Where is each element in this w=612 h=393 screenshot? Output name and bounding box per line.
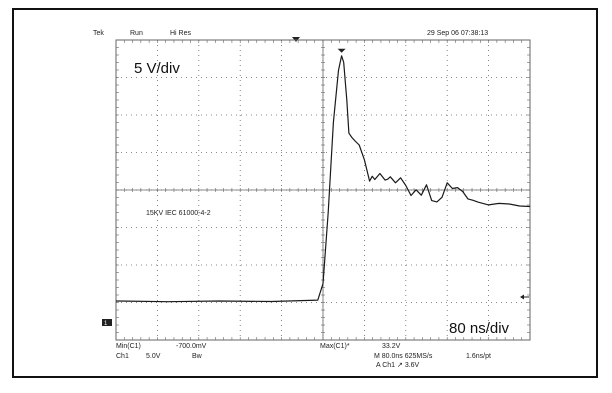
bandwidth-limit-indicator: Bw xyxy=(192,353,203,360)
brand-label: Tek xyxy=(93,30,104,37)
channel-label: Ch1 xyxy=(116,353,129,360)
channel-scale: 5.0V xyxy=(146,353,161,360)
ground-marker-label: 1 xyxy=(104,321,108,327)
max-measurement-value: 33.2V xyxy=(382,343,401,350)
min-measurement-label: Min(C1) xyxy=(116,343,141,350)
max-measurement-label: Max(C1)* xyxy=(320,343,350,350)
ground-level-marker: 1 xyxy=(102,319,112,327)
acquisition-mode: Hi Res xyxy=(170,30,192,37)
trigger-readout: A Ch1 ↗ 3.6V xyxy=(376,362,420,369)
max-cursor-marker xyxy=(337,48,346,53)
timestamp: 29 Sep 06 07:38:13 xyxy=(427,30,488,37)
trigger-level-arrow xyxy=(520,294,529,300)
horizontal-scale-annotation: 80 ns/div xyxy=(449,320,510,337)
vertical-scale-annotation: 5 V/div xyxy=(134,60,180,77)
resolution-readout: 1.6ns/pt xyxy=(466,353,491,360)
graticule xyxy=(115,39,531,341)
test-standard-label: 15KV IEC 61000-4-2 xyxy=(146,210,211,217)
waveform-trace xyxy=(115,55,531,303)
figure-frame xyxy=(12,8,598,378)
run-state: Run xyxy=(130,30,143,37)
timebase-readout: M 80.0ns 625MS/s xyxy=(374,353,433,360)
min-measurement-value: -700.0mV xyxy=(176,343,207,350)
